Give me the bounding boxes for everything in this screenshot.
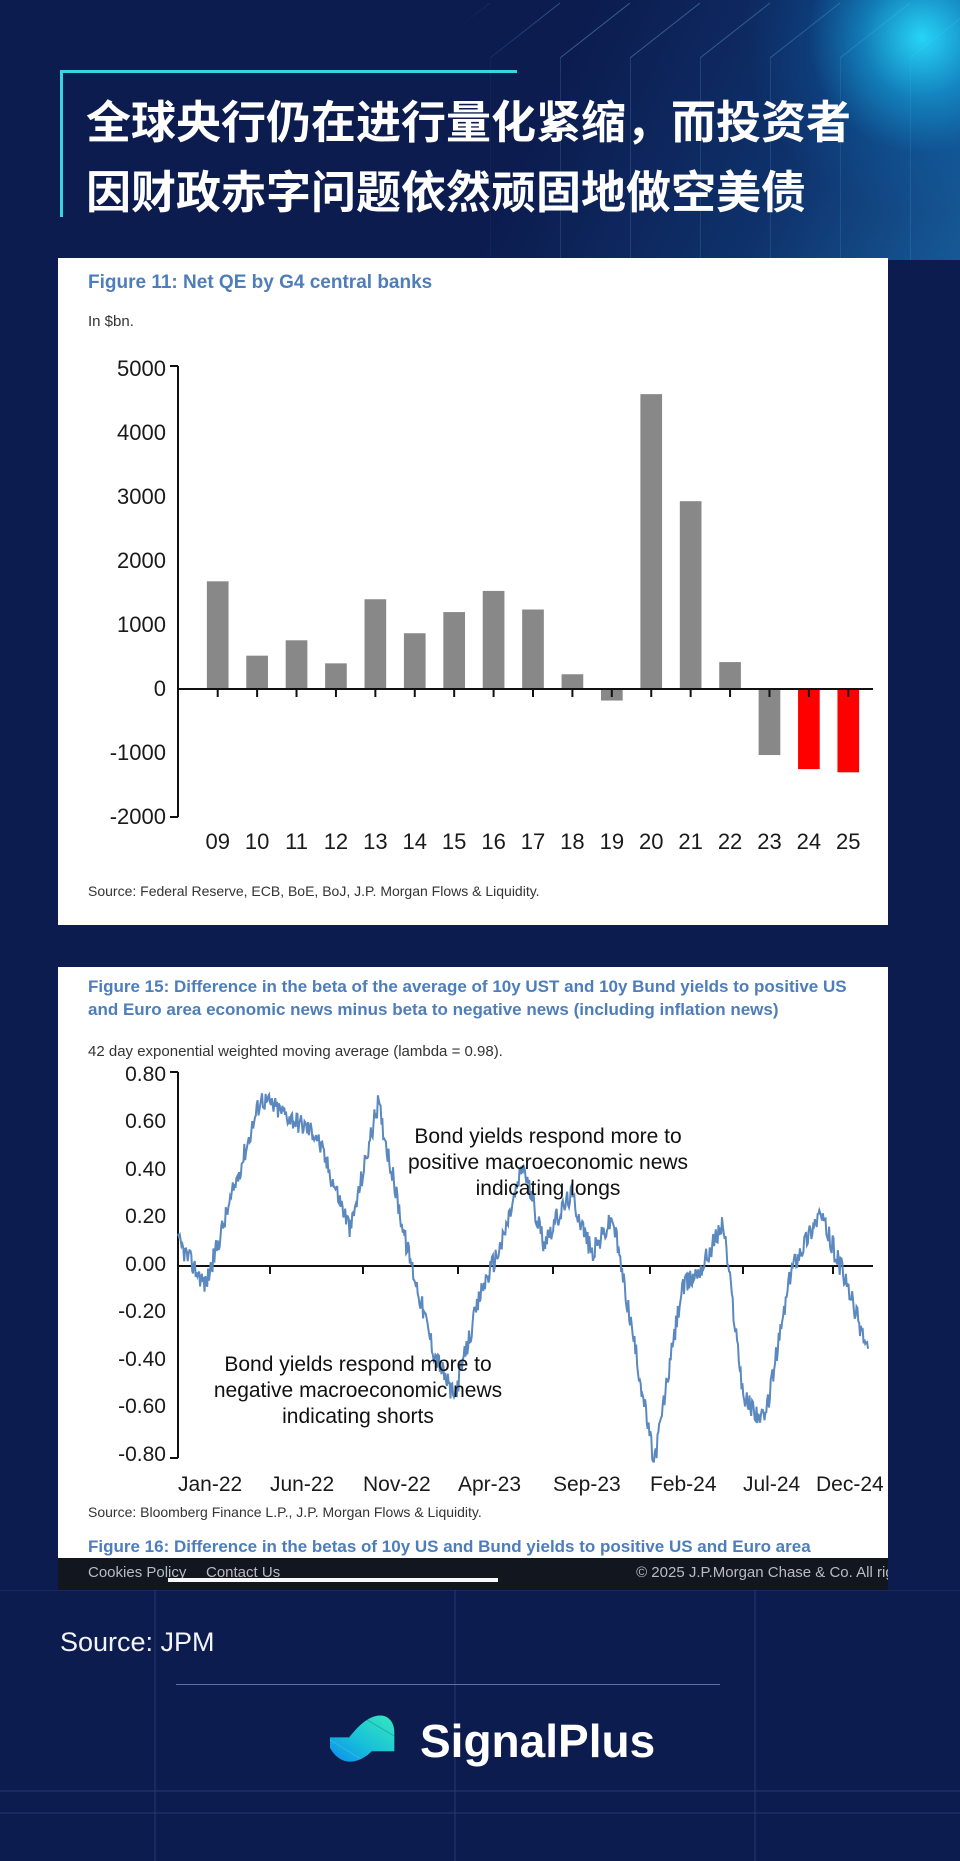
svg-text:-2000: -2000 [110,804,166,829]
svg-text:-1000: -1000 [110,740,166,765]
svg-text:2000: 2000 [117,548,166,573]
svg-text:positive macroeconomic news: positive macroeconomic news [408,1151,688,1174]
svg-text:-0.60: -0.60 [118,1395,166,1418]
svg-text:indicating longs: indicating longs [476,1177,621,1200]
svg-text:Apr-23: Apr-23 [458,1473,521,1496]
svg-text:24: 24 [797,829,821,854]
svg-text:0.60: 0.60 [125,1110,166,1133]
svg-text:0.40: 0.40 [125,1158,166,1181]
svg-text:0: 0 [154,676,166,701]
svg-text:Jul-24: Jul-24 [743,1473,801,1496]
svg-text:Bond yields respond more to: Bond yields respond more to [224,1353,491,1376]
svg-text:4000: 4000 [117,420,166,445]
svg-text:Jun-22: Jun-22 [270,1473,334,1496]
svg-text:17: 17 [521,829,545,854]
svg-text:indicating shorts: indicating shorts [282,1405,434,1428]
svg-text:20: 20 [639,829,663,854]
svg-text:19: 19 [600,829,624,854]
svg-text:11: 11 [285,829,308,854]
svg-text:15: 15 [442,829,466,854]
svg-text:5000: 5000 [117,356,166,381]
svg-text:Feb-24: Feb-24 [650,1473,717,1496]
svg-text:14: 14 [403,829,427,854]
svg-text:-0.40: -0.40 [118,1348,166,1371]
svg-text:Dec-24: Dec-24 [816,1473,884,1496]
svg-text:23: 23 [757,829,781,854]
svg-text:09: 09 [205,829,229,854]
svg-text:10: 10 [245,829,269,854]
svg-text:negative macroeconomic news: negative macroeconomic news [214,1379,502,1402]
svg-text:25: 25 [836,829,860,854]
svg-text:12: 12 [324,829,348,854]
svg-text:16: 16 [481,829,505,854]
svg-text:0.00: 0.00 [125,1253,166,1276]
svg-text:0.20: 0.20 [125,1205,166,1228]
svg-text:Bond yields respond more to: Bond yields respond more to [414,1125,681,1148]
svg-text:3000: 3000 [117,484,166,509]
svg-text:22: 22 [718,829,742,854]
svg-text:21: 21 [678,829,702,854]
svg-text:18: 18 [560,829,584,854]
svg-text:13: 13 [363,829,387,854]
svg-text:-0.80: -0.80 [118,1443,166,1466]
svg-text:0.80: 0.80 [125,1063,166,1086]
svg-text:Nov-22: Nov-22 [363,1473,431,1496]
svg-text:-0.20: -0.20 [118,1300,166,1323]
svg-text:1000: 1000 [117,612,166,637]
svg-text:Sep-23: Sep-23 [553,1473,621,1496]
svg-text:Jan-22: Jan-22 [178,1473,242,1496]
